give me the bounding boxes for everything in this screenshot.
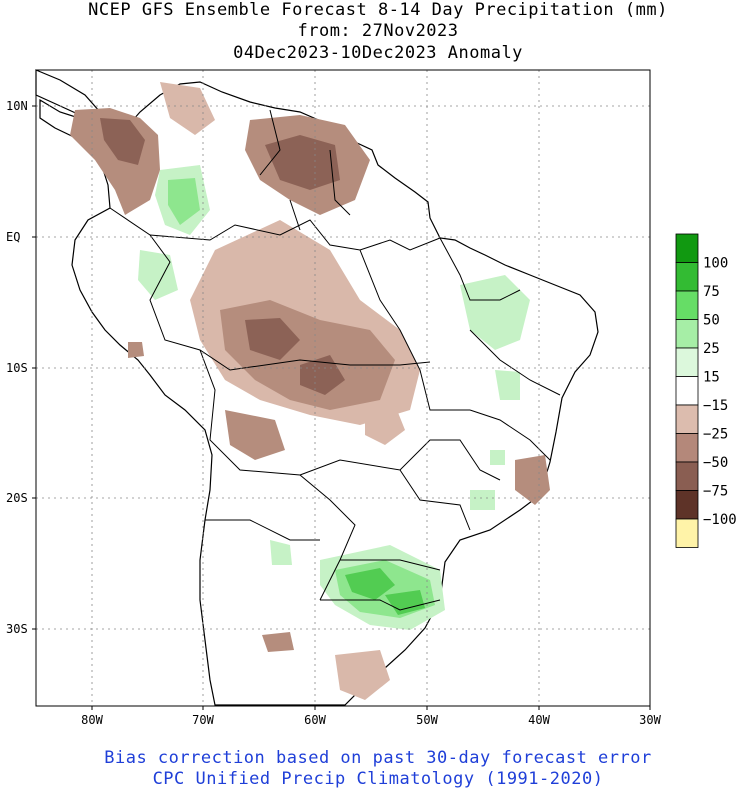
legend-label: 25 — [703, 341, 720, 357]
legend-swatch — [675, 461, 699, 491]
title-line-3: 04Dec2023-10Dec2023 Anomaly — [233, 43, 523, 63]
legend-label: −100 — [703, 512, 737, 528]
title-line-1: NCEP GFS Ensemble Forecast 8-14 Day Prec… — [88, 0, 668, 20]
legend-label: −75 — [703, 484, 728, 500]
axis-ticks — [32, 105, 651, 710]
legend-swatch — [675, 347, 699, 377]
title-line-2: from: 27Nov2023 — [297, 21, 459, 41]
legend-swatch — [675, 262, 699, 292]
legend-label: 75 — [703, 284, 720, 300]
legend-label: 50 — [703, 313, 720, 329]
precip-anomaly-map: 10N EQ 10S 20S 30S 80W 70W 60W 50W 40W 3… — [6, 69, 737, 727]
legend-label: −25 — [703, 427, 728, 443]
legend-label: 100 — [703, 256, 728, 272]
lat-label-30s: 30S — [6, 622, 28, 636]
lat-label-20s: 20S — [6, 491, 28, 505]
legend-label: 15 — [703, 370, 720, 386]
graticule — [36, 70, 650, 706]
legend-swatch — [675, 404, 699, 434]
legend-swatch — [675, 433, 699, 463]
lon-label-80w: 80W — [81, 713, 103, 727]
lat-label-eq: EQ — [6, 230, 20, 244]
lon-label-70w: 70W — [192, 713, 214, 727]
lat-label-10n: 10N — [6, 99, 28, 113]
lon-label-60w: 60W — [304, 713, 326, 727]
legend-swatch — [675, 233, 699, 263]
lon-label-30w: 30W — [639, 713, 661, 727]
footer-line-1: Bias correction based on past 30-day for… — [104, 748, 652, 768]
legend-swatch — [675, 518, 699, 548]
legend-label: −50 — [703, 455, 728, 471]
legend-swatch — [675, 376, 699, 406]
lon-label-40w: 40W — [528, 713, 550, 727]
legend-swatch — [675, 290, 699, 320]
legend-swatch — [675, 490, 699, 520]
lon-label-50w: 50W — [416, 713, 438, 727]
legend-swatch — [675, 319, 699, 349]
political-boundaries — [109, 109, 561, 611]
legend-label: −15 — [703, 398, 728, 414]
dry-anomalies — [70, 82, 550, 700]
lat-label-10s: 10S — [6, 361, 28, 375]
legend-colorbar: 100 75 50 25 15 −15 −25 −50 −75 −100 — [675, 233, 737, 548]
footer-line-2: CPC Unified Precip Climatology (1991-202… — [152, 769, 604, 789]
map-frame — [35, 69, 651, 707]
